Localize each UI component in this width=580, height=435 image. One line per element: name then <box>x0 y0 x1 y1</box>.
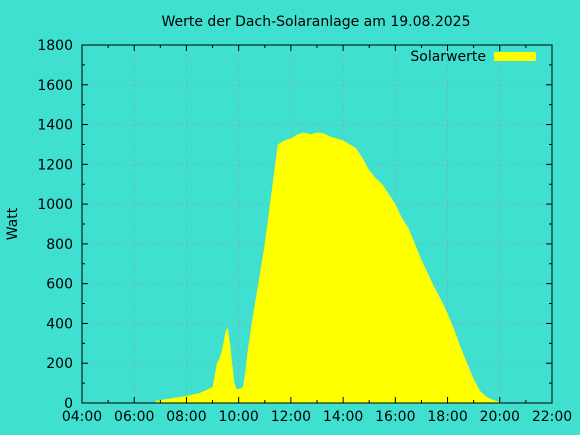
legend: Solarwerte <box>410 49 536 65</box>
x-tick-label: 06:00 <box>114 409 154 425</box>
y-tick-label: 400 <box>46 316 73 332</box>
x-tick-label: 08:00 <box>166 409 206 425</box>
y-tick-label: 1200 <box>37 157 73 173</box>
y-tick-label: 1800 <box>37 38 73 54</box>
y-tick-label: 600 <box>46 277 73 293</box>
y-ticks: 0 200 400 600 800 1000 1200 1400 1600 1800 <box>37 38 552 412</box>
chart-title: Werte der Dach-Solaranlage am 19.08.2025 <box>161 14 470 30</box>
legend-label: Solarwerte <box>410 49 486 65</box>
x-tick-label: 16:00 <box>375 409 415 425</box>
x-ticks: 04:00 06:00 08:00 10:00 12:00 14:00 16:00 18:00… <box>62 45 572 425</box>
x-tick-label: 22:00 <box>532 409 572 425</box>
legend-swatch <box>494 52 536 61</box>
x-tick-label: 18:00 <box>427 409 467 425</box>
x-tick-label: 10:00 <box>218 409 258 425</box>
series-area <box>156 132 509 403</box>
y-tick-label: 1000 <box>37 197 73 213</box>
x-tick-label: 14:00 <box>323 409 363 425</box>
x-tick-label: 12:00 <box>271 409 311 425</box>
y-tick-label: 1600 <box>37 78 73 94</box>
x-tick-label: 20:00 <box>480 409 520 425</box>
y-axis-label: Watt <box>5 207 21 240</box>
series-area-solarwerte <box>156 132 509 403</box>
y-tick-label: 200 <box>46 356 73 372</box>
y-tick-label: 800 <box>46 237 73 253</box>
y-tick-label: 1400 <box>37 118 73 134</box>
y-tick-label: 0 <box>64 396 73 412</box>
x-tick-label: 04:00 <box>62 409 102 425</box>
